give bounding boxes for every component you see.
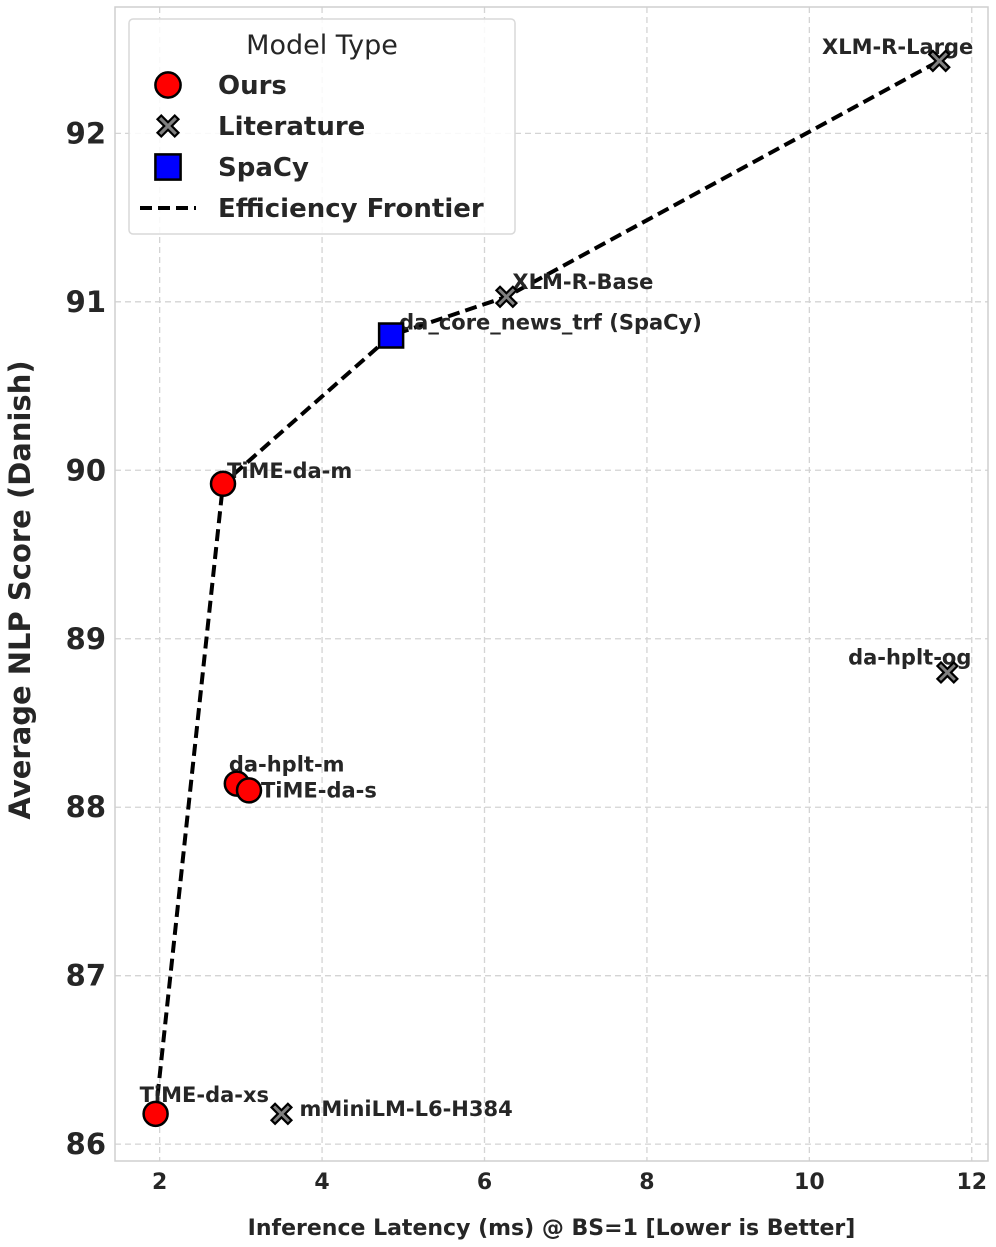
point-marker-time-da-xs [142, 1100, 169, 1128]
legend-label-efficiency-frontier: Efficiency Frontier [218, 194, 484, 224]
legend-label-ours: Ours [218, 71, 287, 101]
axis-ticks: 2 4 6 8 10 12 86 87 88 89 90 91 92 [66, 116, 987, 1195]
point-label-xlm-r-base: XLM-R-Base [512, 270, 653, 294]
x-tick-label: 2 [152, 1170, 167, 1195]
y-tick-label: 92 [66, 116, 106, 150]
x-tick-label: 8 [639, 1170, 654, 1195]
point-markers [142, 49, 959, 1128]
legend-label-literature: Literature [218, 112, 365, 142]
y-tick-label: 89 [66, 622, 106, 656]
x-tick-label: 12 [956, 1170, 987, 1195]
legend-label-spacy: SpaCy [218, 153, 309, 183]
x-tick-label: 10 [794, 1170, 825, 1195]
y-axis-label: Average NLP Score (Danish) [3, 360, 37, 819]
point-label-mminilm-l6-h384: mMiniLM-L6-H384 [299, 1097, 512, 1121]
legend-marker-literature [155, 113, 181, 139]
point-marker-da-hplt-og [935, 660, 959, 685]
y-tick-label: 91 [66, 285, 106, 319]
point-label-da-hplt-m: da-hplt-m [229, 753, 345, 777]
point-marker-da-core-news-trf-spacy [377, 322, 405, 349]
y-tick-label: 87 [66, 959, 106, 993]
legend-entries: Ours Literature SpaCy Efficiency Frontier [140, 71, 484, 224]
plot-frame [114, 6, 989, 1162]
point-marker-mminilm-l6-h384 [269, 1102, 294, 1126]
y-tick-label: 90 [66, 453, 106, 487]
point-label-xlm-r-large: XLM-R-Large [822, 35, 973, 59]
legend-title: Model Type [246, 30, 398, 61]
legend-marker-spacy [154, 153, 182, 181]
point-marker-xlm-r-large [927, 49, 951, 73]
point-label-da-core-news-trf-spacy: da_core_news_trf (SpaCy) [399, 311, 702, 335]
point-label-time-da-m: TiME-da-m [227, 459, 352, 483]
point-marker-time-da-m [209, 470, 237, 498]
legend-marker-ours [154, 71, 182, 99]
y-tick-label: 86 [66, 1127, 106, 1161]
point-marker-xlm-r-base [494, 285, 518, 309]
x-tick-label: 6 [477, 1170, 492, 1195]
legend-box [128, 18, 516, 235]
point-labels: TiME-da-xsTiME-da-mda-hplt-mTiME-da-smMi… [140, 35, 974, 1121]
y-tick-label: 88 [66, 790, 106, 824]
point-marker-time-da-s [235, 777, 263, 804]
legend: Model Type Ours Literature SpaCy Efficiency… [128, 18, 516, 235]
point-label-time-da-s: TiME-da-s [261, 778, 377, 802]
x-axis-label: Inference Latency (ms) @ BS=1 [Lower is … [248, 1216, 856, 1241]
x-tick-label: 4 [314, 1170, 329, 1195]
